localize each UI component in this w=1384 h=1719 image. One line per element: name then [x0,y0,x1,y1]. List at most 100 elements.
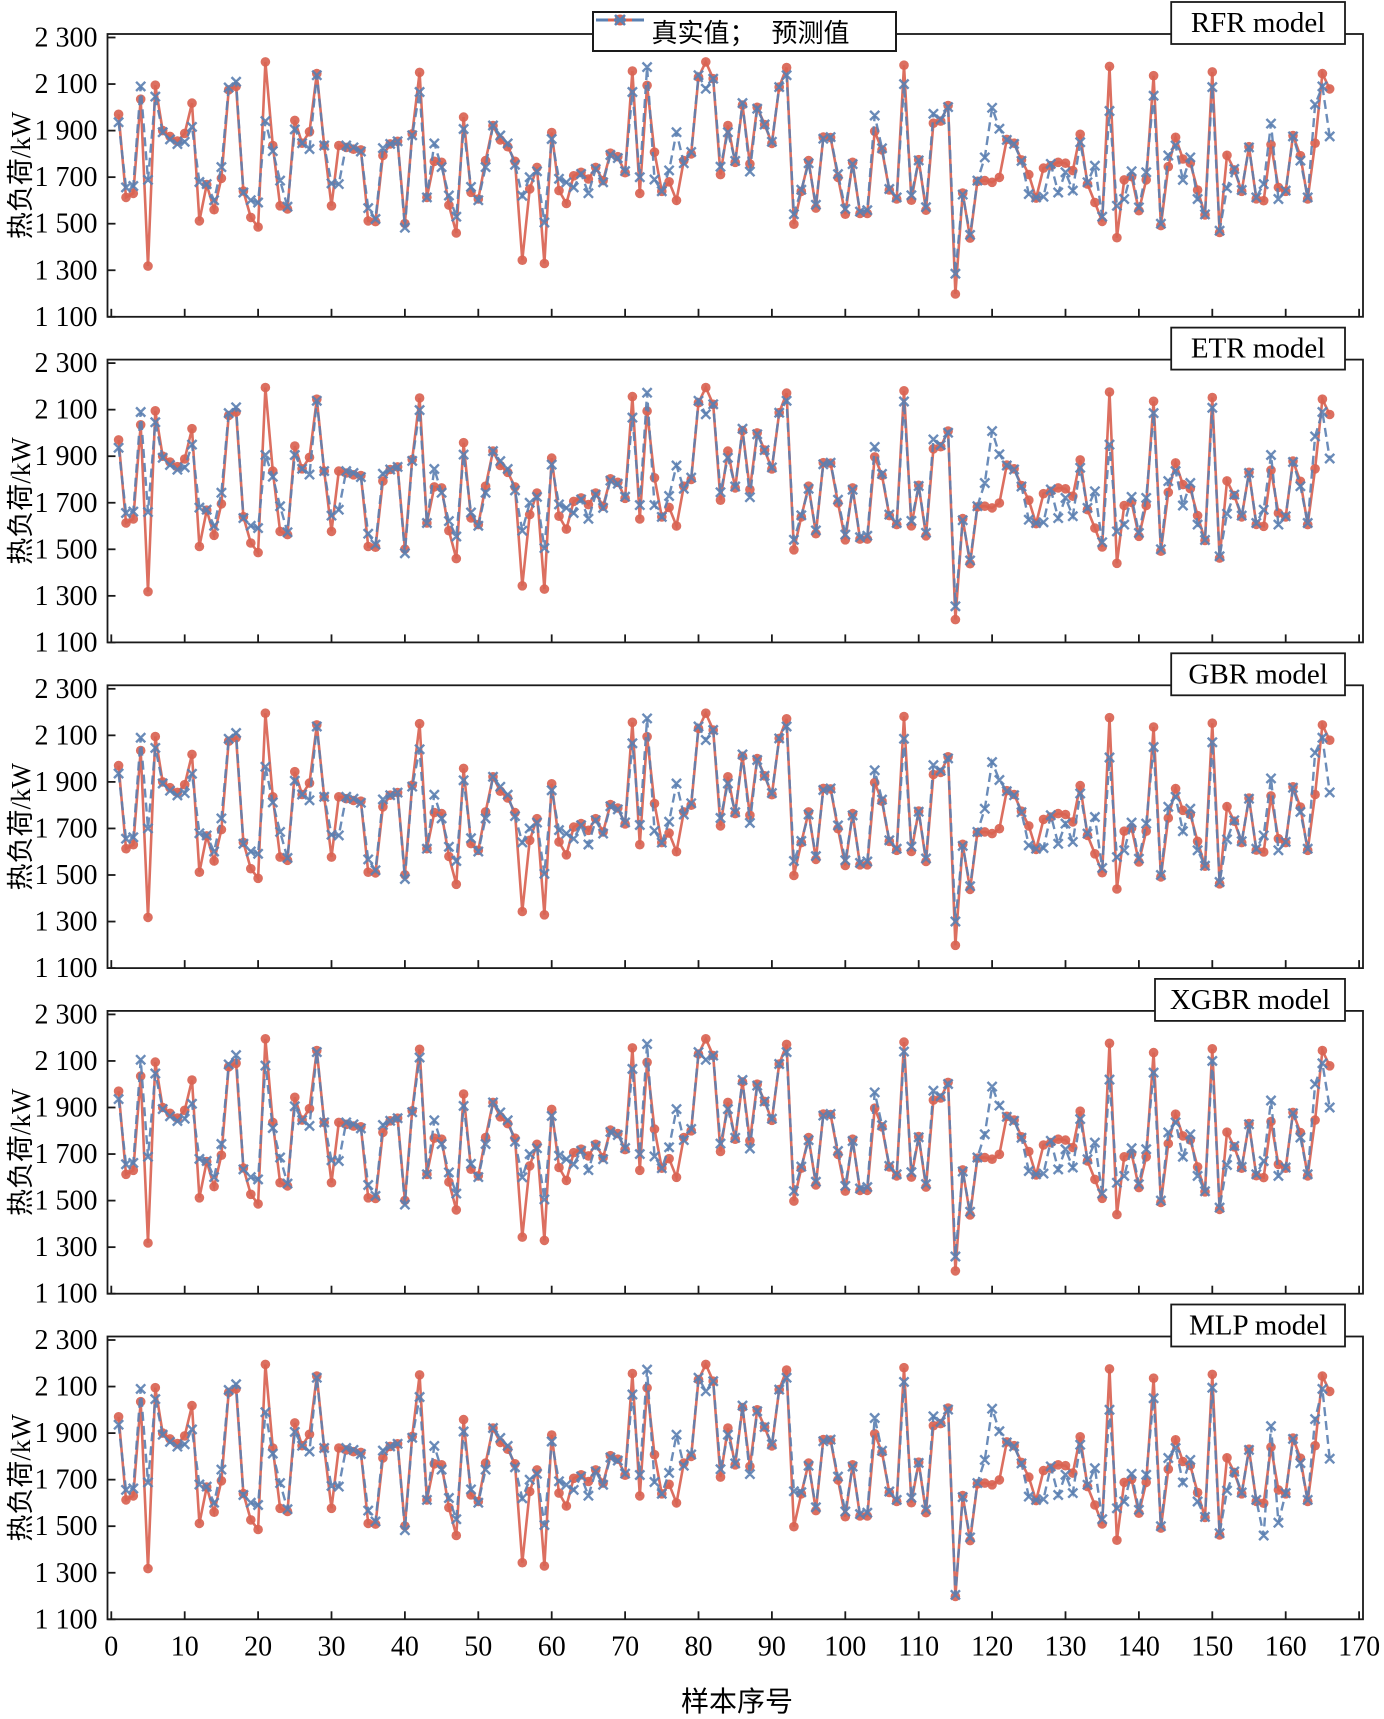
actual-point [1214,879,1225,889]
actual-point [253,1524,263,1535]
actual-point [546,779,557,789]
actual-point [1222,1453,1232,1463]
actual-point [847,1460,858,1470]
actual-point [994,823,1005,834]
actual-point [150,80,161,90]
subplot-gbr: 2 300 2 100 1 900 1 700 1 500 1 300 1 100 热负荷/k… [6,652,1364,984]
actual-point [980,175,990,186]
predicted-line [117,392,1331,607]
actual-point [444,1502,454,1513]
actual-point [209,1181,219,1192]
actual-point [458,112,469,122]
actual-point [370,1519,381,1529]
actual-point [121,192,131,203]
actual-point [187,1075,197,1085]
actual-point [1038,814,1049,825]
actual-point [1104,1364,1115,1374]
actual-point [723,446,733,456]
actual-point [1112,884,1122,894]
actual-point [246,863,256,874]
plot-frame [106,33,1364,318]
actual-point [1207,1044,1218,1054]
y-tick-label: 1 500 [35,1186,98,1217]
actual-point [561,1175,572,1186]
actual-point [701,708,711,718]
actual-point [546,453,557,463]
actual-point [1060,484,1071,494]
actual-point [847,483,858,493]
x-tick-label: 130 [1045,1631,1087,1662]
y-tick-label: 1 900 [35,441,98,472]
actual-point [209,204,219,215]
y-tick-label: 2 300 [35,674,98,705]
actual-point [282,529,293,540]
actual-point [627,717,638,728]
actual-point [781,1365,792,1375]
actual-point [789,545,799,555]
actual-point [1119,1477,1129,1488]
actual-point [113,1412,124,1422]
actual-point [701,382,711,393]
actual-point [524,1486,535,1497]
actual-point [554,837,564,847]
actual-point [1141,1477,1151,1488]
actual-point [546,127,557,138]
actual-point [649,473,660,483]
actual-point [539,1235,550,1246]
actual-point [1156,1197,1166,1208]
y-axis-label: 热负荷/kW [6,1414,36,1542]
actual-point [143,261,153,271]
actual-point [980,1152,990,1163]
actual-point [1024,1146,1034,1157]
actual-point [246,1515,256,1525]
actual-point [451,1530,462,1541]
actual-point [701,1359,711,1370]
x-tick-label: 170 [1338,1631,1380,1662]
actual-point [921,531,931,541]
actual-point [290,1092,300,1103]
actual-point [855,860,865,870]
actual-point [1214,1204,1225,1215]
actual-point [1324,84,1335,94]
actual-point [1317,720,1328,730]
y-tick-label: 1 500 [35,534,98,565]
actual-point [635,1165,645,1176]
actual-point [561,198,572,209]
actual-point [899,60,909,70]
predicted-line [117,1369,1331,1595]
actual-point [554,1162,564,1173]
predicted-points [113,712,1336,927]
actual-point [539,910,550,920]
x-tick-label: 90 [758,1631,786,1662]
y-tick-label: 1 700 [35,488,98,519]
y-tick-label: 2 300 [35,999,98,1030]
actual-point [1060,1135,1071,1145]
actual-point [517,1232,528,1242]
actual-point [803,155,814,166]
actual-point [290,441,300,451]
actual-point [1090,523,1100,533]
actual-point [1119,175,1129,185]
actual-point [649,798,660,809]
y-axis-label: 热负荷/kW [6,1088,36,1216]
subplot-xgbr: 2 300 2 100 1 900 1 700 1 500 1 300 1 100 热负荷/k… [6,978,1364,1310]
actual-point [994,1149,1005,1160]
actual-point [260,1359,271,1370]
actual-point [803,807,814,817]
actual-point [223,736,234,746]
actual-point [627,391,638,402]
y-tick-label: 1 100 [35,627,98,658]
actual-point [1214,1530,1225,1540]
actual-point [370,1193,381,1204]
actual-point [194,541,205,552]
x-tick-label: 80 [685,1631,713,1662]
actual-point [1156,1523,1166,1533]
actual-point [1038,1465,1049,1476]
actual-point [1075,1432,1085,1442]
actual-point [1090,197,1100,208]
actual-point [275,201,285,211]
actual-point [253,1199,263,1209]
actual-point [987,503,997,513]
actual-point [326,1503,337,1514]
